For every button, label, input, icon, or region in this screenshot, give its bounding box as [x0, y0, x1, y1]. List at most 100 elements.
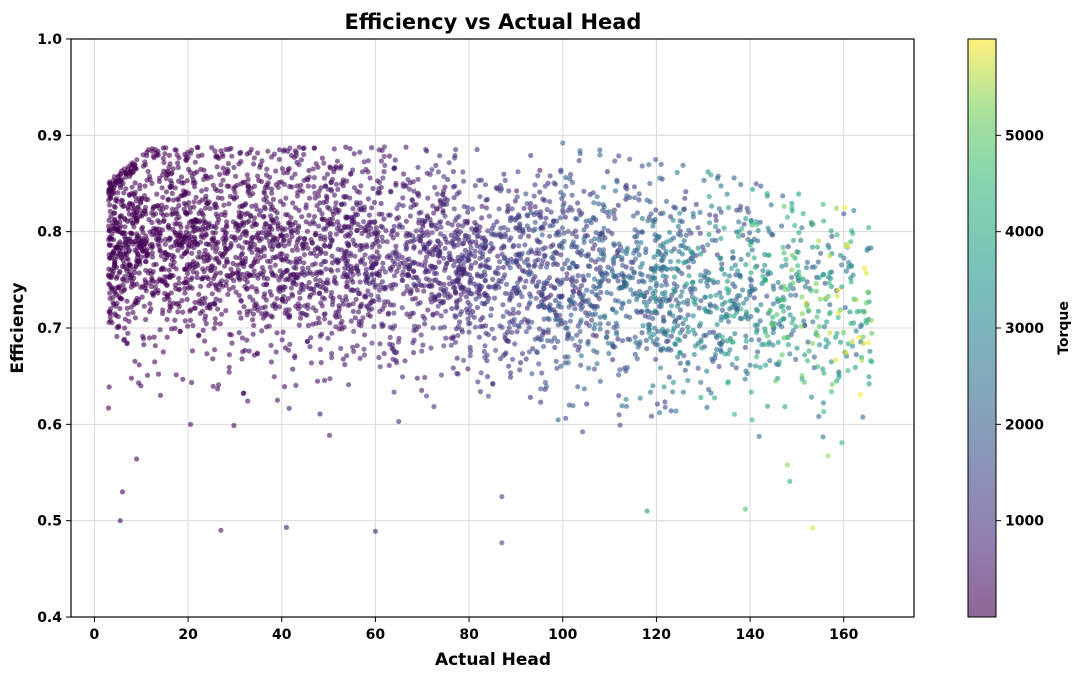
data-point — [780, 244, 786, 250]
data-point — [323, 266, 329, 272]
data-point — [454, 300, 460, 306]
data-point — [372, 240, 378, 246]
data-point — [553, 312, 559, 318]
data-point — [671, 274, 678, 280]
data-point — [599, 272, 605, 278]
data-point — [427, 216, 433, 223]
data-point — [743, 215, 749, 222]
data-point — [675, 336, 681, 342]
data-point — [317, 411, 323, 417]
data-point — [465, 316, 471, 322]
data-point — [318, 185, 324, 191]
data-point — [653, 207, 659, 213]
data-point — [532, 182, 538, 188]
data-point — [368, 231, 375, 237]
data-point — [562, 261, 568, 267]
data-point — [266, 226, 272, 233]
data-point — [218, 182, 224, 188]
data-point — [160, 194, 166, 200]
data-point — [775, 339, 781, 345]
data-point — [410, 238, 416, 244]
data-point — [387, 324, 393, 330]
data-point — [555, 417, 561, 423]
data-point — [775, 279, 781, 285]
data-point — [254, 289, 260, 295]
data-point — [152, 288, 158, 294]
data-point — [783, 262, 789, 268]
data-point — [159, 172, 166, 178]
data-point — [281, 294, 287, 300]
data-point — [748, 270, 754, 276]
data-point — [735, 268, 741, 274]
data-point — [517, 367, 523, 373]
data-point — [506, 291, 512, 297]
data-point — [335, 186, 341, 192]
data-point — [639, 272, 645, 278]
data-point — [182, 318, 188, 324]
data-point — [742, 376, 748, 382]
data-point — [261, 213, 267, 219]
data-point — [301, 151, 307, 158]
data-point — [213, 211, 219, 217]
data-point — [210, 356, 216, 362]
data-point — [661, 384, 667, 390]
data-point — [505, 203, 511, 209]
data-point — [150, 278, 156, 285]
data-point — [353, 242, 359, 249]
data-point — [275, 220, 281, 226]
data-point — [225, 291, 231, 297]
data-point — [683, 232, 690, 238]
data-point — [455, 332, 461, 339]
data-point — [436, 293, 442, 299]
data-point — [563, 415, 569, 421]
data-point — [660, 273, 666, 279]
data-point — [520, 226, 526, 232]
data-point — [235, 274, 241, 280]
data-point — [224, 170, 230, 177]
data-point — [196, 210, 202, 216]
data-point — [500, 353, 506, 359]
data-point — [304, 228, 310, 234]
data-point — [770, 232, 776, 238]
data-point — [591, 200, 597, 206]
data-point — [228, 275, 234, 281]
data-point — [660, 257, 666, 263]
data-point — [381, 350, 387, 357]
data-point — [646, 325, 652, 331]
data-point — [481, 269, 487, 275]
data-point — [411, 269, 417, 275]
data-point — [813, 329, 819, 335]
data-point — [261, 294, 267, 300]
data-point — [645, 308, 651, 314]
data-point — [191, 199, 197, 205]
data-point — [248, 146, 254, 153]
data-point — [454, 370, 460, 376]
data-point — [279, 337, 285, 343]
data-point — [495, 232, 501, 238]
data-point — [740, 287, 746, 293]
data-point — [394, 205, 400, 212]
data-point — [451, 195, 457, 201]
data-point — [296, 162, 302, 168]
data-point — [281, 384, 288, 390]
data-point — [514, 225, 520, 231]
data-point — [144, 149, 150, 155]
data-point — [414, 191, 421, 197]
data-point — [579, 282, 585, 289]
data-point — [681, 299, 687, 305]
data-point — [417, 282, 423, 288]
data-point — [246, 348, 252, 354]
data-point — [277, 268, 283, 274]
data-point — [382, 162, 388, 168]
data-point — [289, 291, 295, 297]
data-point — [686, 264, 692, 270]
data-point — [149, 250, 155, 256]
data-point — [506, 325, 512, 331]
data-point — [557, 281, 563, 287]
data-point — [655, 342, 661, 348]
data-point — [347, 302, 353, 308]
data-point — [378, 223, 384, 229]
data-point — [219, 311, 225, 317]
data-point — [301, 269, 307, 275]
data-point — [181, 280, 187, 286]
